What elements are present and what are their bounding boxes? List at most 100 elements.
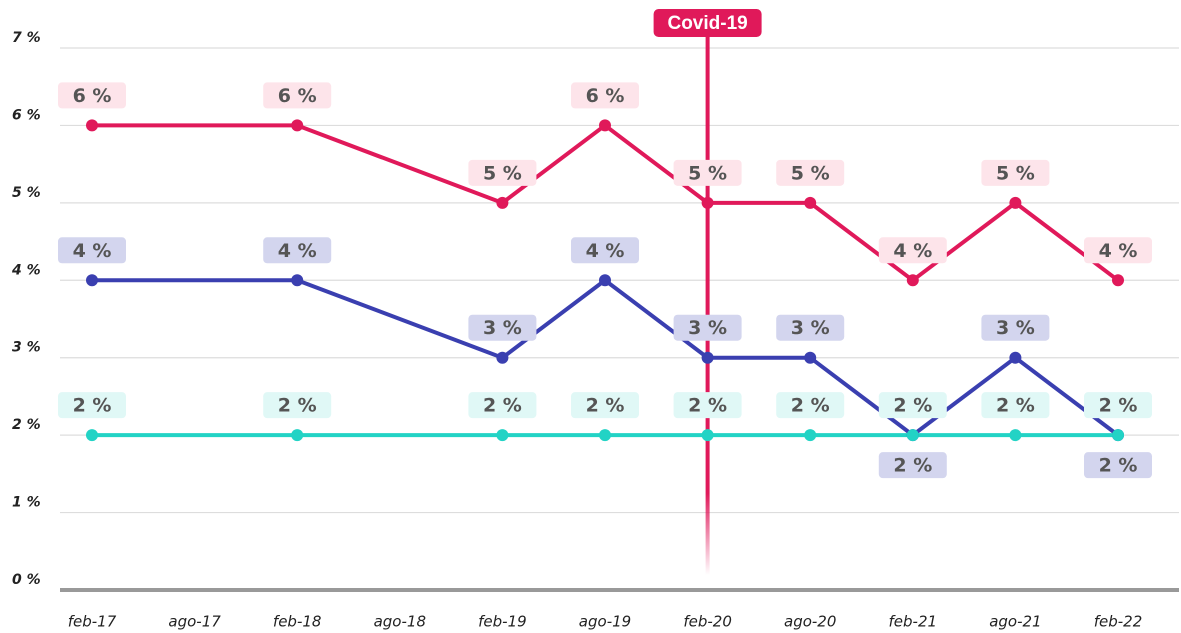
value-label-bg <box>263 82 332 109</box>
point <box>496 351 509 364</box>
value-label-bg <box>468 159 537 186</box>
point <box>291 429 304 442</box>
point <box>701 196 714 209</box>
value-label-bg <box>263 237 332 264</box>
value-label: 3 % <box>688 317 727 339</box>
annotation-box <box>653 9 762 37</box>
x-tick-label: ago-18 <box>374 613 426 631</box>
x-tick-label: ago-19 <box>579 613 631 631</box>
x-tick-label: ago-21 <box>989 613 1041 631</box>
point <box>701 429 714 442</box>
value-label-bg <box>58 82 126 109</box>
value-label: 2 % <box>791 395 830 417</box>
y-tick-label: 6 % <box>12 107 41 123</box>
value-label: 4 % <box>73 240 112 262</box>
y-tick-label: 2 % <box>12 417 41 433</box>
point <box>496 429 509 442</box>
x-tick-label: feb-18 <box>273 613 322 631</box>
value-label: 6 % <box>73 85 112 107</box>
value-label-bg <box>571 82 639 109</box>
value-label-bg <box>1084 237 1152 264</box>
point <box>86 274 98 287</box>
y-tick-label: 0 % <box>12 572 41 588</box>
point <box>1009 196 1022 209</box>
annotation-text: Covid-19 <box>667 13 747 34</box>
point <box>1112 429 1124 442</box>
point <box>291 274 304 287</box>
point <box>291 119 304 132</box>
value-label-bg <box>468 314 537 341</box>
point <box>906 429 919 442</box>
value-label-bg <box>776 159 845 186</box>
point <box>701 351 714 364</box>
point <box>804 196 817 209</box>
value-label: 5 % <box>996 162 1035 184</box>
value-label-bg <box>468 392 537 419</box>
value-label-bg <box>673 314 742 341</box>
point <box>804 351 817 364</box>
point <box>804 429 817 442</box>
value-label-bg <box>981 392 1050 419</box>
y-tick-label: 5 % <box>12 185 41 201</box>
value-label-bg <box>776 314 845 341</box>
value-label-bg <box>58 237 126 264</box>
value-label: 6 % <box>586 85 625 107</box>
value-label-bg <box>776 392 845 419</box>
x-tick-label: feb-22 <box>1094 613 1143 631</box>
point <box>906 274 919 287</box>
value-label-bg <box>571 392 639 419</box>
x-tick-label: feb-21 <box>889 613 938 631</box>
x-tick-label: feb-19 <box>478 613 527 631</box>
annotation-line <box>705 30 710 575</box>
point <box>86 119 98 132</box>
value-label-bg <box>878 452 947 479</box>
value-label-bg <box>571 237 639 264</box>
value-label: 3 % <box>791 317 830 339</box>
point <box>1009 429 1022 442</box>
value-label: 2 % <box>893 395 932 417</box>
y-tick-label: 3 % <box>12 340 41 356</box>
value-label: 6 % <box>278 85 317 107</box>
point <box>599 274 611 287</box>
value-label: 2 % <box>1099 455 1138 477</box>
value-label-bg <box>1084 392 1152 419</box>
y-tick-label: 4 % <box>11 262 41 278</box>
value-label-bg <box>58 392 126 419</box>
value-label-bg <box>878 392 947 419</box>
value-label: 2 % <box>1099 395 1138 417</box>
value-label: 2 % <box>996 395 1035 417</box>
value-label-bg <box>981 314 1050 341</box>
value-label-bg <box>673 159 742 186</box>
value-label: 4 % <box>278 240 317 262</box>
y-tick-label: 1 % <box>12 495 41 511</box>
x-tick-label: ago-17 <box>168 613 221 631</box>
value-label: 5 % <box>688 162 727 184</box>
value-label: 5 % <box>791 162 830 184</box>
value-label-bg <box>673 392 742 419</box>
point <box>599 119 611 132</box>
value-label: 3 % <box>483 317 522 339</box>
point <box>1009 351 1022 364</box>
value-label-bg <box>1084 452 1152 479</box>
point <box>599 429 611 442</box>
value-label: 2 % <box>73 395 112 417</box>
value-label-bg <box>263 392 332 419</box>
x-tick-label: feb-20 <box>683 613 732 631</box>
value-label: 3 % <box>996 317 1035 339</box>
value-label: 2 % <box>586 395 625 417</box>
point <box>496 196 509 209</box>
value-label: 4 % <box>586 240 625 262</box>
value-label: 2 % <box>893 455 932 477</box>
point <box>86 429 98 442</box>
value-label: 2 % <box>278 395 317 417</box>
value-label: 4 % <box>893 240 932 262</box>
y-tick-label: 7 % <box>12 30 41 46</box>
x-tick-label: ago-20 <box>784 613 836 631</box>
point <box>1112 274 1124 287</box>
value-label-bg <box>981 159 1050 186</box>
value-label: 4 % <box>1099 240 1138 262</box>
value-label: 2 % <box>688 395 727 417</box>
value-label: 5 % <box>483 162 522 184</box>
